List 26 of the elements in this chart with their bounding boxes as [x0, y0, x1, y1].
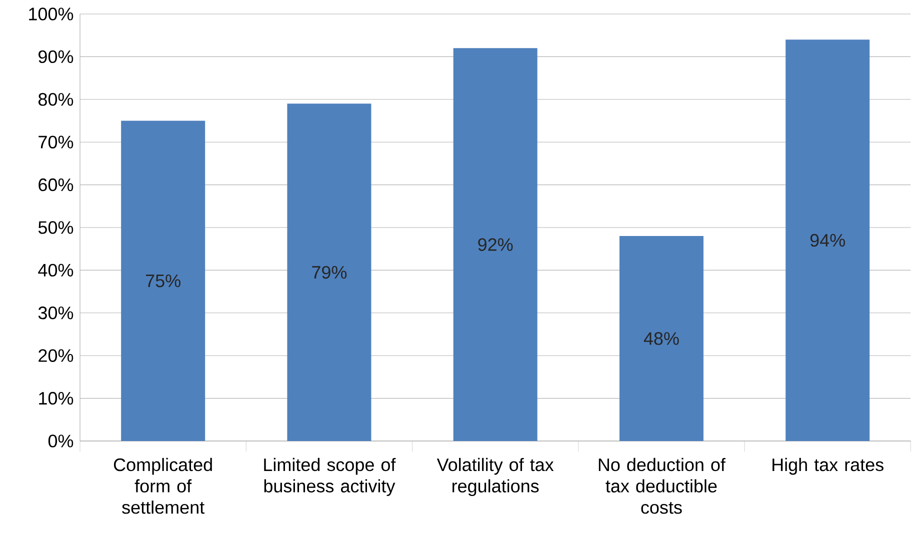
y-tick-label: 0%: [48, 434, 74, 448]
bar: [786, 40, 870, 441]
bar: [121, 120, 206, 441]
x-tick-label: No deduction of tax deductible costs: [598, 458, 726, 514]
y-tick-label: 80%: [38, 93, 74, 106]
bar: [287, 104, 372, 441]
y-tick-label: 70%: [38, 136, 74, 148]
x-tick-label: Complicated form of settlement: [114, 458, 212, 514]
bar: [453, 48, 538, 441]
data-label: 94%: [810, 234, 845, 247]
data-label: 75%: [146, 274, 180, 288]
x-tick-label: High tax rates: [772, 458, 884, 475]
x-tick-label: Volatility of tax regulations: [436, 458, 554, 496]
y-tick-label: 50%: [38, 221, 74, 234]
x-tick-label: Limited scope of business activity: [264, 458, 396, 496]
y-tick-label: 30%: [38, 306, 74, 320]
y-tick-label: 60%: [38, 178, 74, 192]
data-label: 48%: [644, 332, 679, 345]
y-tick-label: 100%: [29, 8, 74, 20]
data-label: 79%: [312, 266, 347, 279]
y-tick-label: 10%: [39, 392, 74, 405]
bar: [619, 236, 704, 441]
y-tick-label: 40%: [38, 264, 74, 277]
data-label: 92%: [478, 238, 513, 251]
y-tick-label: 90%: [38, 50, 74, 64]
y-tick-label: 20%: [38, 349, 74, 362]
